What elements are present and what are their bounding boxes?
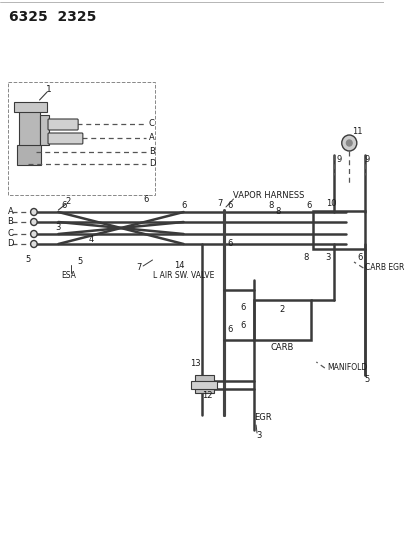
Text: A: A — [149, 133, 155, 142]
Text: B: B — [149, 148, 155, 157]
Text: C: C — [7, 230, 13, 238]
Text: 6: 6 — [240, 320, 246, 329]
Text: 6: 6 — [61, 200, 67, 209]
Text: 13: 13 — [191, 359, 201, 367]
FancyBboxPatch shape — [14, 102, 47, 112]
Circle shape — [342, 135, 357, 151]
Text: 7: 7 — [137, 263, 142, 272]
FancyBboxPatch shape — [191, 381, 217, 389]
Text: B: B — [7, 217, 13, 227]
FancyBboxPatch shape — [17, 145, 42, 165]
Text: A: A — [7, 207, 13, 216]
Text: 3: 3 — [325, 254, 330, 262]
Text: 3: 3 — [55, 223, 61, 232]
FancyBboxPatch shape — [48, 119, 78, 130]
Text: 7: 7 — [217, 198, 223, 207]
Text: 6: 6 — [181, 200, 186, 209]
Text: 14: 14 — [174, 261, 184, 270]
Text: 2: 2 — [65, 198, 71, 206]
FancyBboxPatch shape — [195, 375, 214, 393]
Text: 8: 8 — [268, 201, 274, 211]
Circle shape — [31, 230, 37, 238]
Text: L AIR SW. VALVE: L AIR SW. VALVE — [153, 271, 214, 279]
Text: 3: 3 — [256, 431, 262, 440]
Circle shape — [31, 219, 37, 225]
Text: D: D — [7, 239, 14, 248]
Text: MANIFOLD: MANIFOLD — [328, 364, 368, 373]
Text: CARB: CARB — [271, 343, 294, 352]
Circle shape — [346, 140, 352, 146]
Text: 6: 6 — [357, 254, 362, 262]
Text: D: D — [149, 159, 155, 168]
FancyBboxPatch shape — [19, 110, 40, 155]
Text: 6: 6 — [227, 200, 233, 209]
Text: 6: 6 — [143, 196, 149, 205]
Circle shape — [31, 208, 37, 215]
Text: 6: 6 — [227, 238, 233, 247]
Text: 4: 4 — [89, 236, 94, 245]
Circle shape — [31, 240, 37, 247]
FancyBboxPatch shape — [48, 133, 83, 144]
Text: 8: 8 — [303, 254, 309, 262]
Text: 6: 6 — [306, 201, 311, 211]
Text: 6325  2325: 6325 2325 — [9, 10, 97, 24]
Text: 8: 8 — [275, 207, 280, 216]
Text: 2: 2 — [280, 305, 285, 314]
Text: 1: 1 — [46, 85, 52, 94]
Text: 6: 6 — [240, 303, 246, 312]
Text: 9: 9 — [365, 156, 370, 165]
Text: 9: 9 — [336, 156, 341, 165]
Text: VAPOR HARNESS: VAPOR HARNESS — [233, 191, 305, 200]
Text: 11: 11 — [353, 127, 363, 136]
Text: EGR: EGR — [254, 414, 272, 423]
Text: 12: 12 — [202, 391, 213, 400]
FancyBboxPatch shape — [40, 115, 49, 145]
Text: 10: 10 — [326, 199, 337, 208]
Text: 5: 5 — [78, 257, 83, 266]
Text: ESA: ESA — [61, 271, 76, 279]
Text: C: C — [149, 119, 155, 128]
Text: 5: 5 — [26, 255, 31, 264]
Text: CARB EGR: CARB EGR — [365, 263, 405, 272]
Text: 5: 5 — [365, 376, 370, 384]
Text: 6: 6 — [227, 326, 233, 335]
